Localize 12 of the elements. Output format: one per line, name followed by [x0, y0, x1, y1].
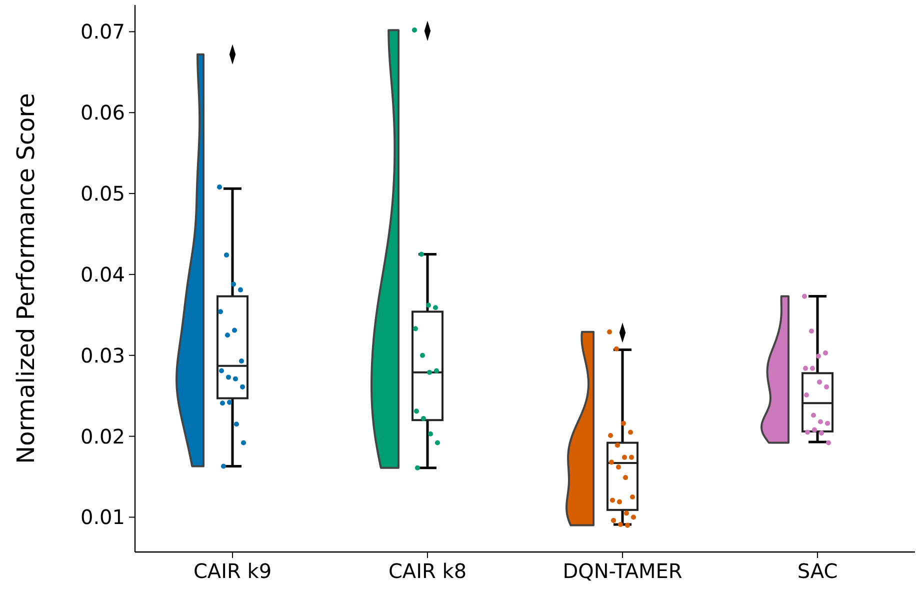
y-tick-label: 0.03 [80, 343, 125, 368]
y-axis-title: Normalized Performance Score [12, 93, 40, 464]
x-tick-label: CAIR k9 [193, 559, 272, 583]
y-tick-label: 0.06 [80, 100, 125, 125]
y-tick-label: 0.01 [80, 505, 125, 530]
y-tick-label: 0.05 [80, 182, 125, 206]
y-tick-label: 0.02 [80, 424, 125, 448]
y-tick-label: 0.04 [80, 262, 125, 286]
x-tick-label: DQN-TAMER [562, 559, 682, 583]
x-tick-label: SAC [797, 559, 838, 583]
x-tick-label: CAIR k8 [388, 559, 467, 583]
y-tick-label: 0.07 [80, 20, 125, 44]
